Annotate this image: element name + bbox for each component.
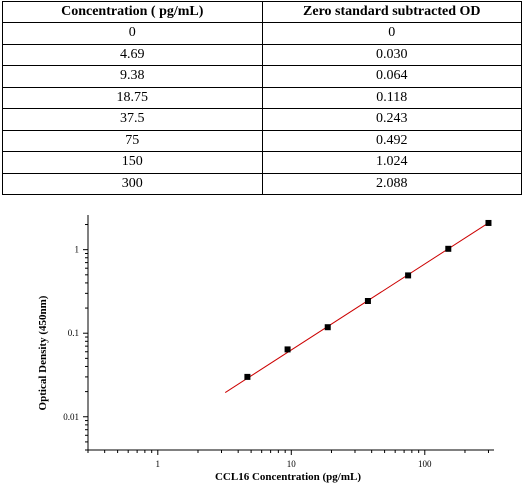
table-row: 0 0 — [2, 22, 522, 45]
y-axis: 0.01 0.1 1 — [63, 224, 88, 451]
table-cell-concentration: 75 — [2, 129, 263, 152]
x-tick-label: 100 — [418, 459, 432, 469]
table-cell-concentration: 0 — [2, 22, 263, 45]
standard-data-table: Concentration ( pg/mL) Zero standard sub… — [2, 1, 522, 195]
data-point — [364, 297, 371, 304]
x-axis: 1 10 100 — [87, 450, 489, 469]
table-cell-concentration: 150 — [2, 151, 263, 174]
table-cell-concentration: 37.5 — [2, 108, 263, 131]
table-row: 9.38 0.064 — [2, 65, 522, 88]
table-cell-concentration: 4.69 — [2, 43, 263, 66]
table-row: 300 2.088 — [2, 172, 522, 195]
fit-line — [224, 222, 489, 393]
y-tick-label: 0.01 — [63, 412, 79, 422]
data-point — [485, 219, 492, 226]
header-od: Zero standard subtracted OD — [261, 1, 522, 23]
table-cell-od: 1.024 — [261, 151, 522, 174]
data-points-layer — [244, 219, 492, 380]
table-row: 37.5 0.243 — [2, 108, 522, 131]
table-row: 150 1.024 — [2, 151, 522, 174]
plot-frame — [87, 215, 494, 451]
table-cell-od: 0.492 — [261, 129, 522, 152]
table-row: 4.69 0.030 — [2, 43, 522, 66]
y-axis-label: Optical Density (450nm) — [37, 295, 49, 410]
table-row: 75 0.492 — [2, 129, 522, 152]
y-tick-label: 1 — [75, 245, 80, 255]
table-cell-concentration: 300 — [2, 172, 263, 195]
table-cell-od: 0.243 — [261, 108, 522, 131]
header-concentration: Concentration ( pg/mL) — [2, 1, 263, 23]
x-axis-label: CCL16 Concentration (pg/mL) — [215, 471, 361, 483]
table-cell-od: 0.064 — [261, 65, 522, 88]
x-tick-label: 1 — [156, 459, 161, 469]
data-point — [445, 245, 452, 252]
table-cell-od: 0 — [261, 22, 522, 45]
standard-curve-chart: 1 10 100 0.01 0.1 1 CCL16 Concentration (pg/… — [37, 215, 494, 483]
data-point — [405, 272, 412, 279]
data-point — [284, 346, 291, 353]
table-cell-concentration: 9.38 — [2, 65, 263, 88]
table-header-row: Concentration ( pg/mL) Zero standard sub… — [2, 1, 522, 23]
data-point — [244, 373, 251, 380]
table-row: 18.75 0.118 — [2, 86, 522, 109]
table-cell-od: 2.088 — [261, 172, 522, 195]
y-tick-label: 0.1 — [68, 328, 79, 338]
fit-line-layer — [224, 222, 489, 393]
table-cell-concentration: 18.75 — [2, 86, 263, 109]
table-cell-od: 0.030 — [261, 43, 522, 66]
x-tick-label: 10 — [287, 459, 297, 469]
data-point — [324, 324, 331, 331]
table-cell-od: 0.118 — [261, 86, 522, 109]
